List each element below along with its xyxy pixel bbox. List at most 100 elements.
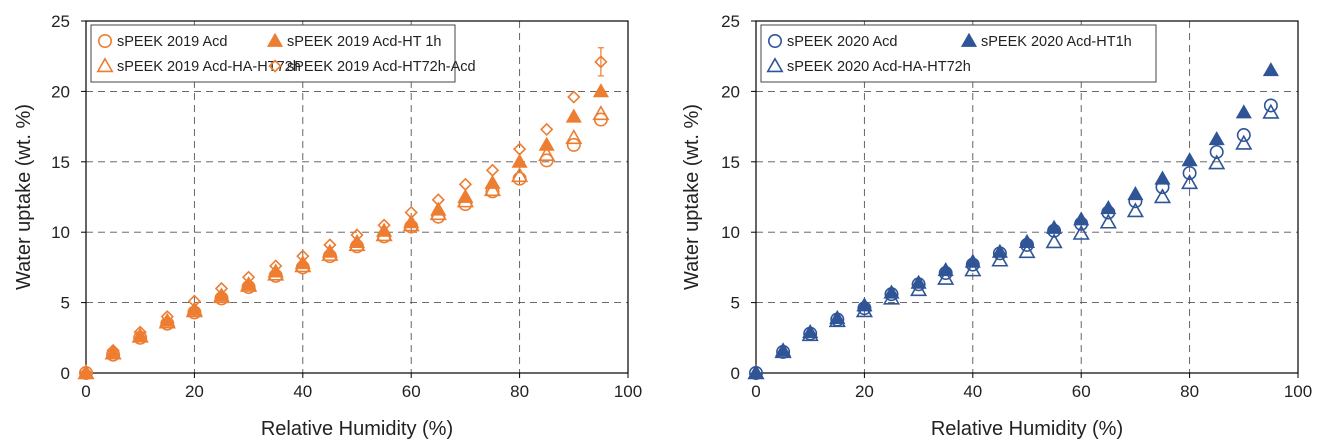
data-point: [458, 177, 473, 191]
data-point: [1073, 211, 1090, 226]
data-point: [133, 325, 147, 339]
data-point: [565, 129, 583, 145]
data-point: [402, 216, 420, 232]
data-point: [269, 259, 283, 273]
data-point: [1262, 62, 1279, 77]
legend-marker: [960, 32, 978, 47]
data-point: [855, 302, 873, 318]
data-point: [404, 205, 418, 220]
plot-area: [755, 20, 1299, 374]
data-point: [429, 205, 447, 221]
data-point: [241, 270, 256, 284]
data-point: [375, 226, 393, 242]
data-point: [964, 261, 982, 277]
series-0: [749, 98, 1278, 380]
series-2: [747, 103, 1280, 380]
data-point: [1235, 134, 1253, 150]
data-point: [296, 249, 310, 263]
y-tick-label: 0: [61, 364, 70, 383]
y-tick-label: 15: [51, 153, 70, 172]
data-point: [565, 108, 582, 123]
legend-marker: [268, 59, 282, 73]
data-point: [774, 343, 792, 359]
data-point: [457, 188, 474, 203]
data-point: [348, 236, 366, 252]
data-point: [377, 218, 391, 232]
plot-area: [85, 20, 629, 374]
data-point: [1182, 166, 1197, 181]
data-point: [512, 142, 527, 156]
legend-marker: [96, 57, 114, 73]
legend: sPEEK 2020 Acd sPEEK 2020 Acd-HT1h sPEEK 2…: [760, 24, 1157, 83]
x-tick-label: 40: [963, 382, 982, 401]
data-point: [511, 167, 529, 183]
legend-label: sPEEK 2019 Acd-HT72h-Acd: [287, 59, 476, 75]
data-point: [882, 289, 901, 305]
data-point: [212, 288, 231, 304]
data-point: [937, 262, 954, 277]
data-point: [1181, 174, 1199, 190]
data-point: [1045, 233, 1063, 249]
x-tick-label: 80: [1180, 382, 1199, 401]
x-tick-label: 20: [855, 382, 874, 401]
scatter-chart-0: 0 20 40 60 80 100 0 5 10 15 20 25 Relative Humidity …: [13, 12, 642, 440]
data-point: [1099, 213, 1117, 229]
x-tick-label: 60: [402, 382, 421, 401]
legend-marker: [98, 33, 113, 48]
data-point: [1072, 224, 1090, 240]
data-point: [747, 364, 765, 380]
x-tick-label: 40: [293, 382, 312, 401]
data-point: [483, 181, 502, 197]
data-point: [1100, 200, 1117, 215]
legend-label: sPEEK 2019 Acd-HA-HT72h: [117, 59, 301, 75]
data-point: [991, 251, 1009, 267]
data-point: [1018, 243, 1036, 259]
series-2: [77, 105, 610, 380]
data-point: [991, 243, 1008, 258]
data-point: [511, 153, 528, 168]
legend-label: sPEEK 2019 Acd: [117, 34, 227, 50]
x-tick-label: 100: [1284, 382, 1312, 401]
legend-label: sPEEK 2020 Acd-HT1h: [981, 34, 1132, 50]
data-point: [185, 302, 203, 318]
data-point: [1154, 170, 1171, 185]
y-tick-label: 10: [51, 223, 70, 242]
error-bar: [597, 47, 604, 77]
series-0: [79, 112, 608, 380]
data-point: [1262, 103, 1280, 119]
data-point: [801, 326, 819, 342]
data-point: [747, 364, 765, 379]
scatter-chart-1: 0 20 40 60 80 100 0 5 10 15 20 25 Relative Humidity …: [681, 12, 1312, 440]
y-tick-label: 0: [731, 364, 740, 383]
data-point: [485, 163, 500, 177]
data-point: [828, 312, 846, 328]
data-point: [240, 276, 258, 292]
data-point: [160, 310, 174, 324]
data-point: [1018, 233, 1036, 248]
data-point: [566, 137, 581, 152]
data-point: [1208, 131, 1225, 146]
x-tick-label: 0: [751, 382, 760, 401]
data-point: [1236, 128, 1251, 143]
data-point: [106, 343, 120, 358]
series-3: [79, 55, 608, 380]
data-point: [1181, 152, 1198, 167]
legend-marker: [766, 57, 784, 73]
data-point: [594, 55, 608, 69]
x-tick-label: 100: [614, 382, 642, 401]
data-point: [321, 245, 339, 261]
data-point: [294, 257, 312, 273]
y-tick-label: 5: [731, 294, 740, 313]
data-point: [937, 269, 955, 285]
data-point: [1208, 154, 1226, 170]
x-tick-label: 20: [185, 382, 204, 401]
data-point: [592, 105, 610, 121]
x-axis-label: Relative Humidity (%): [261, 418, 453, 440]
data-point: [158, 313, 176, 329]
y-axis-label: Water uptake (wt. %): [13, 104, 35, 290]
y-tick-label: 20: [51, 82, 70, 101]
legend-label: sPEEK 2020 Acd-HA-HT72h: [787, 59, 971, 75]
x-tick-label: 80: [510, 382, 529, 401]
legend-label: sPEEK 2020 Acd: [787, 34, 897, 50]
data-point: [592, 83, 609, 98]
